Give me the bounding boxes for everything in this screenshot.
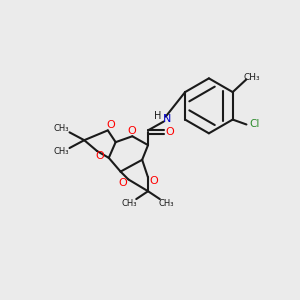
Text: O: O — [165, 127, 174, 137]
Text: CH₃: CH₃ — [54, 124, 69, 133]
Text: O: O — [118, 178, 127, 188]
Text: O: O — [106, 121, 115, 130]
Text: H: H — [154, 111, 161, 121]
Text: CH₃: CH₃ — [243, 73, 260, 82]
Text: O: O — [150, 176, 158, 186]
Text: O: O — [96, 151, 104, 161]
Text: CH₃: CH₃ — [159, 200, 174, 208]
Text: Cl: Cl — [249, 119, 260, 130]
Text: O: O — [127, 126, 136, 136]
Text: CH₃: CH₃ — [122, 200, 137, 208]
Text: N: N — [163, 114, 171, 124]
Text: CH₃: CH₃ — [54, 148, 69, 157]
